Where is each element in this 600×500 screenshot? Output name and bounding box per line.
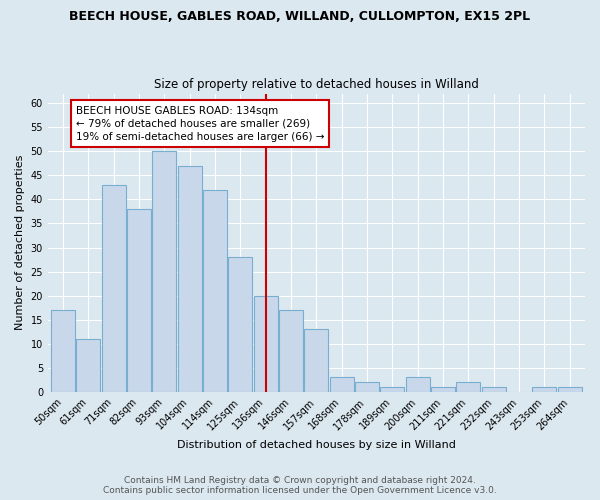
Bar [532,387,556,392]
Bar [330,378,354,392]
Bar [178,166,202,392]
Bar [254,296,278,392]
Title: Size of property relative to detached houses in Willand: Size of property relative to detached ho… [154,78,479,91]
X-axis label: Distribution of detached houses by size in Willand: Distribution of detached houses by size … [177,440,456,450]
Y-axis label: Number of detached properties: Number of detached properties [15,155,25,330]
Bar [152,152,176,392]
Text: BEECH HOUSE, GABLES ROAD, WILLAND, CULLOMPTON, EX15 2PL: BEECH HOUSE, GABLES ROAD, WILLAND, CULLO… [70,10,530,23]
Bar [558,387,582,392]
Bar [76,339,100,392]
Bar [457,382,481,392]
Bar [229,257,253,392]
Bar [431,387,455,392]
Bar [380,387,404,392]
Bar [279,310,303,392]
Text: Contains HM Land Registry data © Crown copyright and database right 2024.
Contai: Contains HM Land Registry data © Crown c… [103,476,497,495]
Bar [51,310,75,392]
Bar [203,190,227,392]
Bar [406,378,430,392]
Bar [102,185,126,392]
Text: BEECH HOUSE GABLES ROAD: 134sqm
← 79% of detached houses are smaller (269)
19% o: BEECH HOUSE GABLES ROAD: 134sqm ← 79% of… [76,106,324,142]
Bar [127,209,151,392]
Bar [355,382,379,392]
Bar [304,330,328,392]
Bar [482,387,506,392]
